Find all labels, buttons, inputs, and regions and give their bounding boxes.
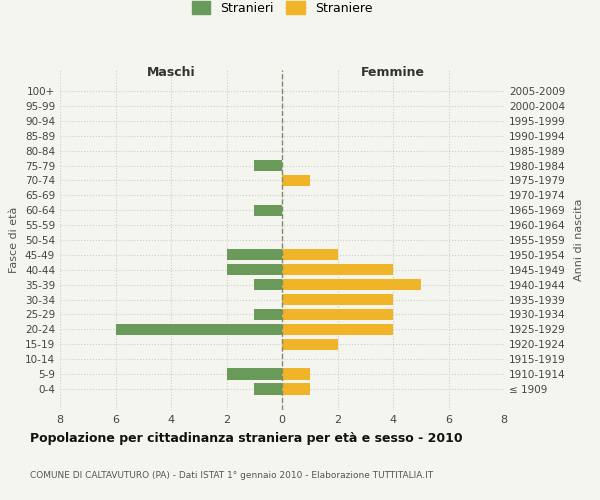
Bar bbox=[282, 368, 310, 380]
Text: COMUNE DI CALTAVUTURO (PA) - Dati ISTAT 1° gennaio 2010 - Elaborazione TUTTITALI: COMUNE DI CALTAVUTURO (PA) - Dati ISTAT … bbox=[30, 471, 433, 480]
Bar bbox=[282, 279, 421, 290]
Y-axis label: Fasce di età: Fasce di età bbox=[10, 207, 19, 273]
Bar bbox=[254, 279, 282, 290]
Text: Popolazione per cittadinanza straniera per età e sesso - 2010: Popolazione per cittadinanza straniera p… bbox=[30, 432, 463, 445]
Bar bbox=[282, 264, 393, 276]
Bar bbox=[254, 309, 282, 320]
Bar bbox=[282, 175, 310, 186]
Bar bbox=[115, 324, 282, 335]
Bar bbox=[282, 384, 310, 394]
Bar bbox=[227, 250, 282, 260]
Text: Maschi: Maschi bbox=[146, 66, 196, 79]
Bar bbox=[227, 264, 282, 276]
Bar bbox=[282, 324, 393, 335]
Bar bbox=[254, 384, 282, 394]
Bar bbox=[282, 338, 337, 350]
Legend: Stranieri, Straniere: Stranieri, Straniere bbox=[187, 0, 377, 20]
Bar bbox=[254, 204, 282, 216]
Bar bbox=[282, 294, 393, 305]
Y-axis label: Anni di nascita: Anni di nascita bbox=[574, 198, 584, 281]
Bar bbox=[282, 309, 393, 320]
Bar bbox=[227, 368, 282, 380]
Bar bbox=[282, 250, 337, 260]
Text: Femmine: Femmine bbox=[361, 66, 425, 79]
Bar bbox=[254, 160, 282, 171]
